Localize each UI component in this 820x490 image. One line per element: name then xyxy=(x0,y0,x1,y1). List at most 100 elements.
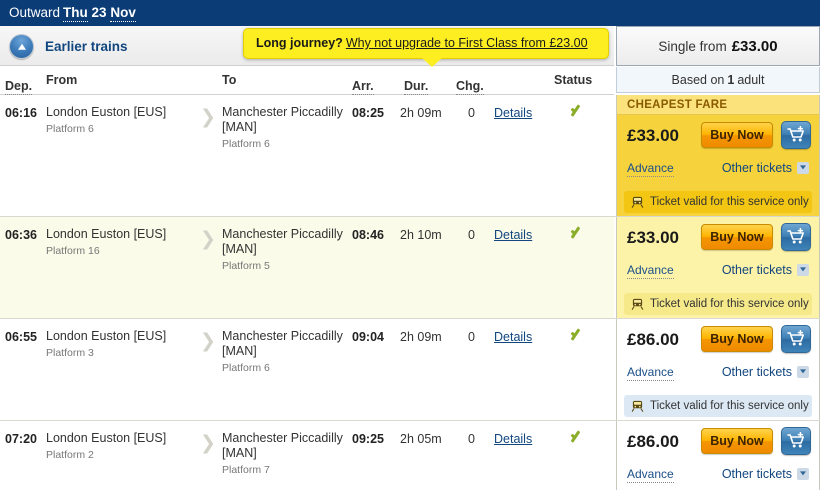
fare-type-label[interactable]: Advance xyxy=(627,263,674,279)
other-tickets-button[interactable]: Other tickets xyxy=(722,365,809,379)
journey-row[interactable]: 07:20 London Euston [EUS] Platform 2 ❯ Manch… xyxy=(0,421,820,490)
buy-now-button[interactable]: Buy Now xyxy=(701,326,773,352)
date-day: Thu xyxy=(63,5,88,22)
departure-time: 07:20 xyxy=(5,432,37,446)
fare-price: £86.00 xyxy=(627,330,679,349)
destination-cell: Manchester Piccadilly [MAN] Platform 5 xyxy=(222,227,352,273)
fare-price-row: £33.00 Buy Now xyxy=(617,217,819,261)
fare-type-row: Advance Other tickets xyxy=(617,261,819,289)
origin-cell: London Euston [EUS] Platform 3 xyxy=(46,329,196,360)
duration: 2h 10m xyxy=(400,228,442,242)
fare-type-label[interactable]: Advance xyxy=(627,161,674,177)
details-link-cell[interactable]: Details xyxy=(494,432,532,446)
fare-price: £33.00 xyxy=(627,126,679,145)
changes-count: 0 xyxy=(468,228,475,242)
arrival-time: 08:25 xyxy=(352,106,384,120)
fare-cell: £33.00 Buy Now Advance Other tickets Ticket … xyxy=(616,217,820,318)
tooltip-pointer xyxy=(422,58,442,67)
single-from-amount: £33.00 xyxy=(731,37,778,55)
other-tickets-button[interactable]: Other tickets xyxy=(722,263,809,277)
fare-type-row: Advance Other tickets xyxy=(617,363,819,391)
outward-date-bar: Outward Thu 23 Nov xyxy=(0,0,820,26)
destination-station: Manchester Piccadilly [MAN] xyxy=(222,431,343,460)
duration: 2h 05m xyxy=(400,432,442,446)
chevron-right-icon: ❯ xyxy=(200,228,216,250)
destination-cell: Manchester Piccadilly [MAN] Platform 6 xyxy=(222,105,352,151)
based-on-suffix: adult xyxy=(737,72,765,87)
ticket-validity-note: Ticket valid for this service only xyxy=(624,395,812,417)
arrival-time: 09:25 xyxy=(352,432,384,446)
ticket-validity-text: Ticket valid for this service only xyxy=(650,400,809,412)
fare-type-label[interactable]: Advance xyxy=(627,467,674,483)
arrival-time: 08:46 xyxy=(352,228,384,242)
single-from-label: Single from xyxy=(658,38,727,54)
fare-type-row: Advance Other tickets xyxy=(617,465,819,490)
ticket-validity-text: Ticket valid for this service only xyxy=(650,298,809,310)
changes-count: 0 xyxy=(468,330,475,344)
origin-platform: Platform 3 xyxy=(46,347,94,359)
details-link-cell[interactable]: Details xyxy=(494,106,532,120)
details-link-cell[interactable]: Details xyxy=(494,228,532,242)
arrival-time: 09:04 xyxy=(352,330,384,344)
cheapest-fare-badge: CHEAPEST FARE xyxy=(617,95,819,115)
add-to-basket-cart-icon[interactable] xyxy=(781,223,811,251)
departure-time: 06:55 xyxy=(5,330,37,344)
results-list: 06:16 London Euston [EUS] Platform 6 ❯ Manch… xyxy=(0,95,820,490)
upgrade-link[interactable]: Why not upgrade to First Class from £23.… xyxy=(345,36,588,50)
origin-station: London Euston [EUS] xyxy=(46,105,167,119)
other-tickets-button[interactable]: Other tickets xyxy=(722,161,809,175)
column-header-from: From xyxy=(46,73,78,87)
fare-price-row: £33.00 Buy Now xyxy=(617,115,819,159)
departure-time: 06:36 xyxy=(5,228,37,242)
origin-platform: Platform 16 xyxy=(46,245,100,257)
details-link-cell[interactable]: Details xyxy=(494,330,532,344)
date-number: 23 xyxy=(91,5,107,20)
journey-row[interactable]: 06:16 London Euston [EUS] Platform 6 ❯ Manch… xyxy=(0,95,820,217)
destination-platform: Platform 7 xyxy=(222,464,270,476)
fare-type-label[interactable]: Advance xyxy=(627,365,674,381)
add-to-basket-cart-icon[interactable] xyxy=(781,121,811,149)
fare-price-row: £86.00 Buy Now xyxy=(617,421,819,465)
origin-cell: London Euston [EUS] Platform 6 xyxy=(46,105,196,136)
chevron-down-icon xyxy=(797,468,809,480)
destination-platform: Platform 6 xyxy=(222,138,270,150)
buy-now-button[interactable]: Buy Now xyxy=(701,224,773,250)
journey-details-cell: 06:55 London Euston [EUS] Platform 3 ❯ Manch… xyxy=(0,319,614,420)
earlier-trains-label: Earlier trains xyxy=(45,39,128,54)
other-tickets-button[interactable]: Other tickets xyxy=(722,467,809,481)
earlier-trains-button[interactable]: Earlier trains xyxy=(9,34,128,59)
departure-time: 06:16 xyxy=(5,106,37,120)
changes-count: 0 xyxy=(468,106,475,120)
single-fare-summary: Single from £33.00 xyxy=(616,26,820,66)
chevron-right-icon: ❯ xyxy=(200,432,216,454)
status-cell xyxy=(570,327,590,347)
buy-now-button[interactable]: Buy Now xyxy=(701,428,773,454)
buy-now-button[interactable]: Buy Now xyxy=(701,122,773,148)
duration: 2h 09m xyxy=(400,330,442,344)
origin-station: London Euston [EUS] xyxy=(46,431,167,445)
passenger-basis: Based on 1 adult xyxy=(616,67,820,93)
up-arrow-circle-icon xyxy=(9,34,34,59)
status-cell xyxy=(570,225,590,245)
green-tick-icon xyxy=(570,429,586,445)
chevron-right-icon: ❯ xyxy=(200,106,216,128)
column-header-status: Status xyxy=(554,73,593,87)
green-tick-icon xyxy=(570,225,586,241)
add-to-basket-cart-icon[interactable] xyxy=(781,427,811,455)
fare-price-row: £86.00 Buy Now xyxy=(617,319,819,363)
journey-row[interactable]: 06:36 London Euston [EUS] Platform 16 ❯ Manc… xyxy=(0,217,820,319)
journey-row[interactable]: 06:55 London Euston [EUS] Platform 3 ❯ Manch… xyxy=(0,319,820,421)
ticket-validity-text: Ticket valid for this service only xyxy=(650,196,809,208)
destination-platform: Platform 6 xyxy=(222,362,270,374)
destination-platform: Platform 5 xyxy=(222,260,270,272)
chevron-down-icon xyxy=(797,366,809,378)
status-cell xyxy=(570,429,590,449)
column-header-to: To xyxy=(222,73,237,87)
add-to-basket-cart-icon[interactable] xyxy=(781,325,811,353)
destination-cell: Manchester Piccadilly [MAN] Platform 6 xyxy=(222,329,352,375)
origin-station: London Euston [EUS] xyxy=(46,329,167,343)
destination-cell: Manchester Piccadilly [MAN] Platform 7 xyxy=(222,431,352,477)
changes-count: 0 xyxy=(468,432,475,446)
